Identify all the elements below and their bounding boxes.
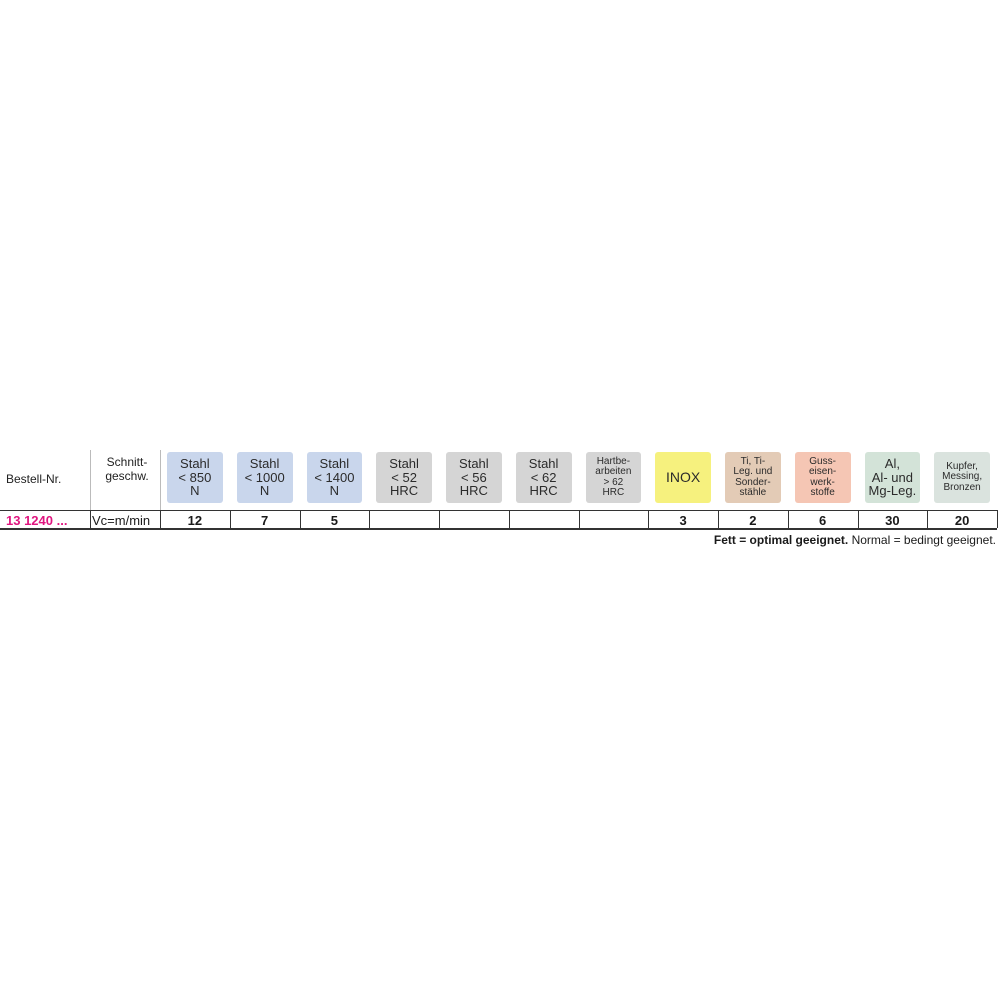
material-header: Guss-eisen-werk-stoffe bbox=[794, 452, 851, 503]
material-header: Stahl < 850 N bbox=[167, 452, 223, 503]
cutting-speed: 5 bbox=[330, 513, 338, 528]
cutting-speed: 20 bbox=[954, 513, 970, 528]
material-header-line: Stahl bbox=[389, 456, 419, 472]
material-header-line: HRC bbox=[459, 483, 488, 499]
material-header-line: HRC bbox=[602, 487, 625, 498]
material-header-line: < 1000 bbox=[244, 469, 285, 485]
material-header-line: < 1400 bbox=[314, 469, 355, 485]
material-header-line: Stahl bbox=[528, 456, 559, 472]
material-header-line: stoffe bbox=[810, 487, 835, 498]
material-header-line: Kupfer, bbox=[946, 460, 978, 472]
material-header-line: Bronzen bbox=[943, 481, 981, 493]
material-header-line: Stahl bbox=[459, 456, 489, 472]
column-divider bbox=[90, 450, 91, 510]
row-divider bbox=[0, 510, 997, 511]
material-header-line: werk- bbox=[810, 476, 835, 488]
material-header: Stahl < 56 HRC bbox=[446, 452, 502, 503]
material-header-line: Stahl bbox=[249, 456, 280, 472]
column-divider bbox=[369, 510, 371, 528]
column-divider bbox=[857, 510, 859, 528]
column-divider bbox=[160, 450, 161, 510]
footnote-normal: Normal = bedingt geeignet. bbox=[851, 533, 996, 547]
column-divider bbox=[997, 510, 998, 528]
column-divider bbox=[439, 510, 440, 528]
footnote: Fett = optimal geeignet. Normal = beding… bbox=[714, 533, 996, 547]
table-bottom bbox=[0, 528, 997, 530]
material-header: Al, Al- und Mg-Leg. bbox=[864, 452, 921, 503]
column-divider bbox=[648, 510, 650, 528]
header-order-no: Bestell-Nr. bbox=[6, 472, 62, 486]
material-header: Stahl < 52 HRC bbox=[376, 452, 432, 503]
material-header-line: Leg. und bbox=[733, 466, 773, 477]
column-divider bbox=[90, 510, 91, 528]
speed-unit: Vc=m/min bbox=[92, 513, 151, 528]
material-header-line: Ti, Ti- bbox=[740, 455, 766, 467]
material-header-line: Stahl bbox=[319, 456, 350, 472]
material-header-line: Stahl bbox=[180, 456, 210, 472]
material-header-line: N bbox=[329, 483, 340, 499]
header-speed: Schnitt- bbox=[106, 455, 148, 469]
material-header-line: N bbox=[259, 483, 270, 499]
column-divider bbox=[578, 510, 580, 528]
footnote-bold: Fett = optimal geeignet. bbox=[713, 533, 849, 547]
material-header-line: HRC bbox=[529, 483, 558, 499]
material-header-line: eisen- bbox=[809, 466, 837, 477]
cutting-speed: 7 bbox=[261, 513, 269, 528]
material-header: Kupfer, Messing, Bronzen bbox=[934, 452, 990, 503]
column-divider bbox=[718, 510, 719, 528]
cutting-speed: 3 bbox=[679, 513, 687, 528]
material-header-line: < 52 bbox=[391, 469, 417, 485]
column-divider bbox=[229, 510, 231, 528]
material-header: Stahl < 1000 N bbox=[236, 452, 293, 503]
material-header-line: Al, bbox=[884, 456, 900, 472]
material-header-line: stähle bbox=[739, 487, 767, 498]
column-divider bbox=[508, 510, 510, 528]
material-header-line: Messing, bbox=[942, 471, 983, 483]
cutting-speed: 12 bbox=[187, 513, 203, 528]
material-header-line: HRC bbox=[390, 483, 419, 499]
material-header: Stahl < 1400 N bbox=[306, 452, 363, 503]
material-header-line: < 62 bbox=[530, 469, 557, 485]
material-header-line: N bbox=[190, 483, 200, 499]
header-speed: geschw. bbox=[105, 469, 149, 483]
material-header: Hartbe-arbeiten > 62 HRC bbox=[585, 452, 642, 503]
cutting-speed: 2 bbox=[749, 513, 757, 528]
cutting-speed: 6 bbox=[819, 513, 827, 528]
material-header-line: Al- und bbox=[871, 469, 913, 485]
column-divider bbox=[299, 510, 301, 528]
material-header: Stahl < 62 HRC bbox=[515, 452, 572, 503]
cutting-speed: 30 bbox=[885, 513, 900, 528]
material-header-line: arbeiten bbox=[595, 466, 632, 477]
material-header-line: INOX bbox=[666, 469, 701, 486]
order-number: 13 1240 ... bbox=[6, 513, 68, 528]
material-header-line: < 56 bbox=[461, 469, 487, 485]
material-header-line: Sonder- bbox=[735, 476, 771, 488]
column-divider bbox=[160, 510, 161, 528]
material-header-line: Hartbe- bbox=[596, 455, 631, 467]
material-header-line: > 62 bbox=[603, 476, 624, 488]
material-header-line: Mg-Leg. bbox=[868, 483, 917, 499]
material-header: INOX bbox=[655, 452, 711, 503]
column-divider bbox=[927, 510, 929, 528]
material-header-line: Guss- bbox=[809, 455, 836, 467]
material-header: Ti, Ti- Leg. und Sonder-stähle bbox=[725, 452, 781, 503]
material-header-line: < 850 bbox=[178, 469, 212, 485]
column-divider bbox=[787, 510, 789, 528]
